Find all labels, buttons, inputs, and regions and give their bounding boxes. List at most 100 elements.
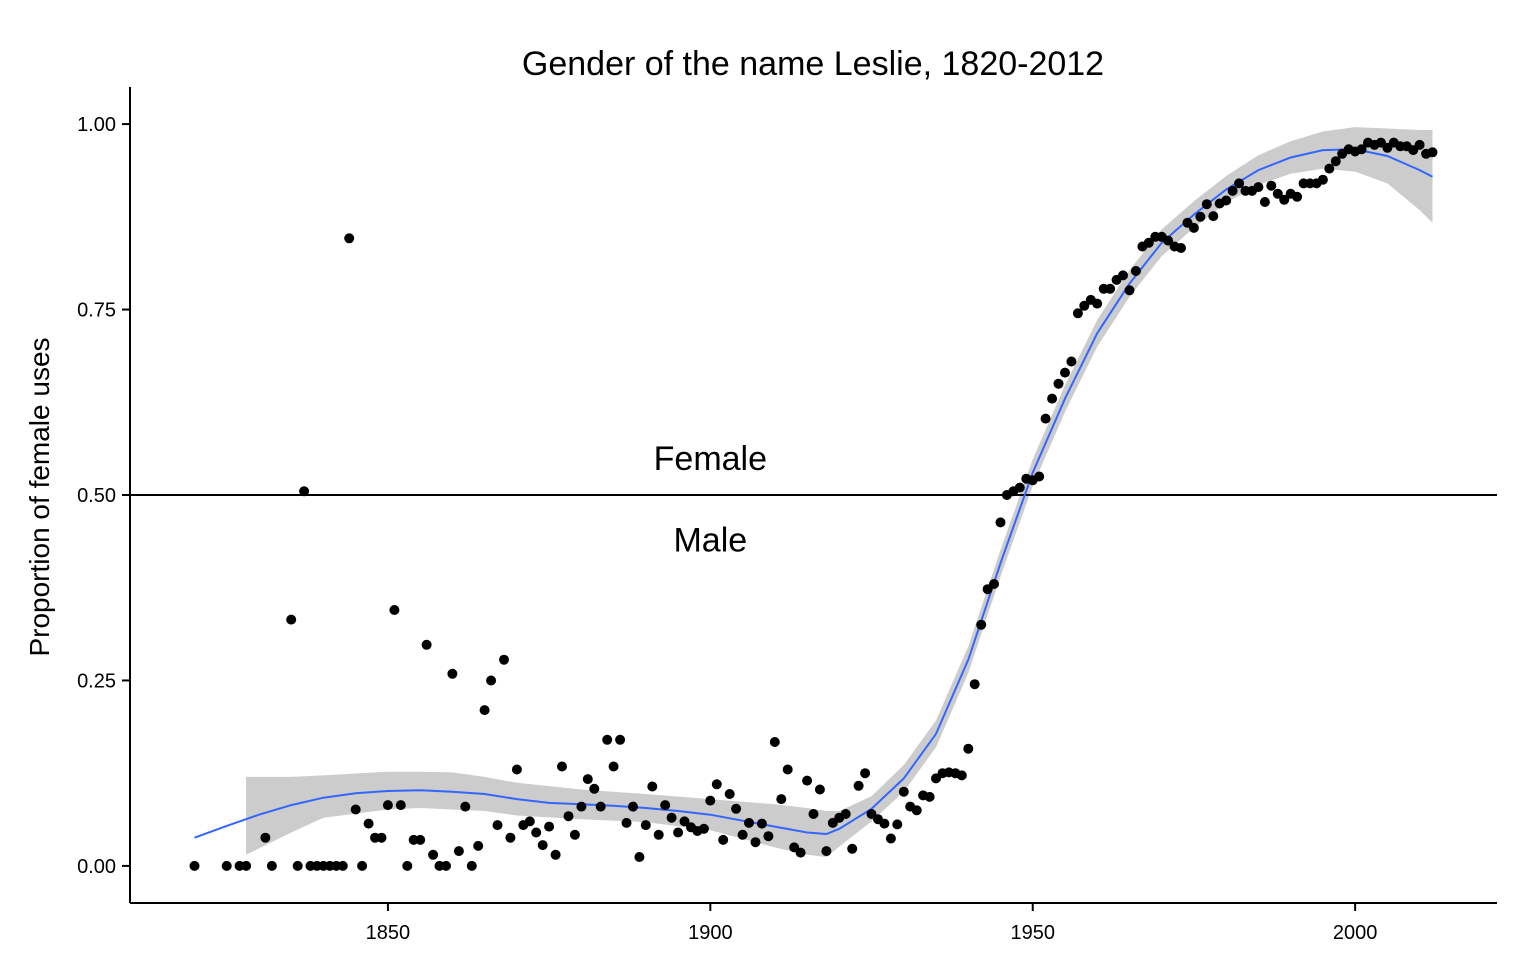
data-point — [1072, 308, 1083, 319]
data-point — [653, 829, 664, 840]
y-axis-title: Proportion of female uses — [24, 337, 55, 656]
data-point — [744, 817, 754, 828]
data-point — [589, 783, 600, 794]
data-point — [634, 852, 645, 862]
data-point — [711, 779, 722, 790]
data-point — [1201, 199, 1212, 210]
annotation-layer: Female Male — [654, 440, 767, 560]
data-point — [344, 233, 355, 244]
data-point — [1356, 144, 1367, 155]
data-point — [1176, 243, 1186, 253]
data-point — [221, 860, 232, 871]
smooth-line-layer — [194, 148, 1433, 839]
x-tick-label: 1950 — [1010, 922, 1055, 944]
data-point — [1188, 222, 1199, 233]
data-point — [756, 818, 767, 829]
data-point — [441, 860, 451, 871]
data-point — [595, 801, 606, 812]
data-point — [402, 860, 413, 871]
data-point — [1066, 356, 1077, 367]
x-tick-label: 1850 — [366, 922, 411, 944]
data-point — [769, 737, 780, 747]
data-point — [292, 860, 303, 871]
data-point — [666, 812, 677, 823]
smooth-line — [194, 148, 1433, 839]
data-point — [776, 794, 787, 805]
data-point — [511, 764, 522, 775]
data-point — [615, 734, 626, 745]
data-point — [640, 820, 651, 831]
data-point — [802, 775, 813, 786]
data-point — [673, 827, 684, 838]
data-point — [976, 619, 987, 630]
data-point — [569, 829, 580, 840]
data-point — [421, 639, 432, 650]
data-point — [969, 679, 980, 690]
data-point — [1105, 283, 1116, 294]
data-point — [1266, 180, 1277, 191]
data-point — [628, 801, 638, 812]
data-point — [1279, 194, 1290, 205]
data-point — [544, 821, 555, 832]
data-point — [602, 734, 613, 745]
data-point — [350, 804, 361, 815]
data-point — [956, 770, 967, 781]
data-point — [1053, 378, 1064, 389]
data-point — [241, 860, 252, 871]
data-point — [814, 784, 825, 795]
data-point — [1292, 191, 1303, 202]
data-point — [576, 801, 587, 812]
data-point — [189, 860, 200, 871]
data-point — [989, 579, 999, 589]
data-point — [763, 831, 774, 842]
data-point — [1195, 211, 1206, 222]
data-point — [963, 743, 974, 754]
data-point — [1047, 393, 1058, 404]
data-point — [286, 614, 297, 625]
data-point — [1079, 300, 1090, 311]
data-point — [550, 849, 561, 860]
data-point — [337, 860, 348, 871]
data-point — [1040, 413, 1051, 424]
data-point — [1317, 174, 1328, 185]
data-point — [1330, 156, 1341, 167]
data-point — [299, 486, 310, 497]
data-point — [860, 768, 871, 779]
data-point — [460, 801, 471, 812]
data-point — [357, 860, 368, 871]
data-point — [885, 833, 896, 844]
data-point — [1034, 471, 1045, 482]
confidence-ribbon-layer — [246, 127, 1433, 858]
data-point — [492, 820, 503, 831]
data-point — [1163, 235, 1174, 246]
data-point — [395, 800, 406, 811]
data-point — [1427, 147, 1438, 158]
data-point — [1272, 188, 1283, 199]
x-tick-label: 1900 — [688, 922, 733, 944]
data-point — [376, 832, 387, 843]
x-tick-label: 2000 — [1333, 922, 1378, 944]
y-tick-label: 0.25 — [77, 670, 116, 692]
annotation-male: Male — [673, 522, 747, 560]
data-point — [847, 843, 858, 854]
data-point — [821, 846, 832, 857]
data-point — [1124, 285, 1135, 296]
data-point — [447, 668, 458, 679]
data-point — [582, 774, 593, 785]
data-point — [1259, 197, 1270, 207]
annotation-female: Female — [654, 440, 767, 478]
data-point — [1324, 163, 1335, 174]
data-point — [679, 816, 690, 827]
data-point — [660, 800, 671, 811]
data-point — [415, 834, 426, 845]
data-point — [453, 846, 464, 857]
y-tick-label: 1.00 — [77, 114, 116, 136]
data-point — [718, 834, 729, 845]
data-point — [428, 849, 439, 860]
data-point — [1208, 211, 1219, 222]
data-point — [486, 675, 497, 686]
data-point — [879, 818, 890, 829]
data-point — [266, 860, 277, 871]
